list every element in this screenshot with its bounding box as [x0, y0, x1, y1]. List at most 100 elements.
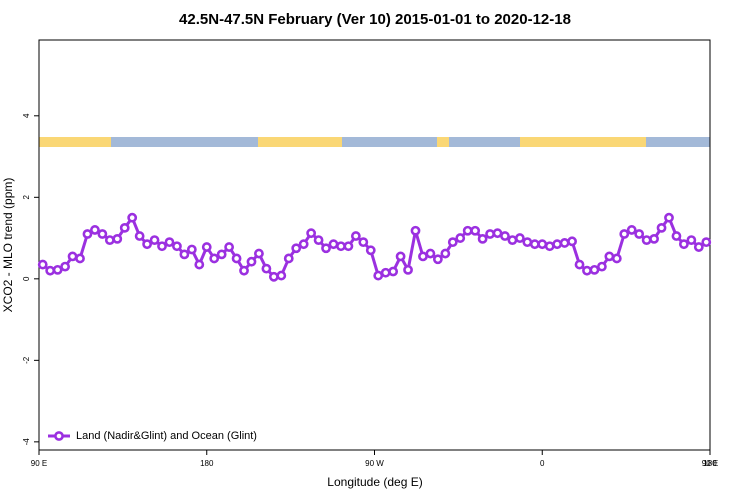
point	[209, 253, 220, 264]
point	[641, 235, 652, 246]
point	[60, 261, 70, 272]
point	[246, 256, 257, 267]
point	[37, 259, 48, 270]
point	[90, 225, 100, 235]
point	[410, 225, 421, 236]
x-tick-label: 90 W	[365, 459, 384, 468]
point	[231, 253, 242, 264]
point	[142, 239, 153, 250]
legend-label: Land (Nadir&Glint) and Ocean (Glint)	[76, 430, 257, 442]
point	[239, 265, 249, 276]
x-tick-label: 180	[703, 459, 717, 468]
land-band	[258, 137, 342, 147]
point	[477, 233, 488, 244]
plot-frame	[38, 39, 711, 451]
point	[656, 222, 667, 233]
legend-marker	[54, 431, 64, 441]
point	[343, 241, 354, 252]
point	[485, 229, 495, 239]
point	[447, 237, 458, 248]
point	[97, 229, 108, 239]
point	[418, 251, 428, 262]
point	[693, 242, 704, 252]
point	[201, 242, 212, 252]
point	[596, 261, 607, 272]
point	[388, 266, 399, 277]
y-axis-label: XCO2 - MLO trend (ppm)	[1, 178, 15, 313]
point	[358, 237, 369, 248]
x-tick-label: 0	[540, 459, 545, 468]
point	[611, 253, 622, 264]
y-tick-label: 4	[22, 113, 31, 118]
point	[82, 229, 93, 239]
y-tick-label: -4	[22, 438, 31, 446]
point	[574, 259, 585, 270]
point	[626, 225, 637, 235]
y-tick-label: 2	[22, 195, 31, 200]
point	[529, 239, 540, 250]
point	[619, 229, 630, 239]
point	[522, 237, 533, 248]
point	[559, 238, 570, 248]
x-tick-label: 90 E	[702, 459, 718, 468]
point	[104, 235, 115, 246]
point	[582, 265, 592, 276]
point	[664, 212, 674, 223]
land-band	[437, 137, 449, 147]
point	[172, 241, 182, 252]
point	[224, 242, 235, 252]
y-tick-label: 0	[22, 276, 31, 281]
point	[380, 267, 391, 278]
point	[254, 248, 264, 259]
point	[134, 231, 145, 241]
point	[350, 231, 361, 241]
point	[403, 264, 413, 275]
point	[336, 241, 346, 252]
point	[425, 248, 436, 259]
point	[67, 251, 78, 262]
point	[567, 236, 577, 247]
point	[291, 243, 302, 254]
point	[112, 233, 123, 244]
point	[194, 259, 205, 270]
point	[552, 239, 563, 250]
ocean-band	[39, 137, 710, 147]
land-band	[39, 137, 111, 147]
point	[321, 243, 331, 254]
point	[395, 251, 406, 262]
land-band	[520, 137, 646, 147]
point	[671, 231, 682, 241]
legend: Land (Nadir&Glint) and Ocean (Glint)	[48, 430, 257, 442]
point	[462, 225, 473, 236]
point	[500, 231, 510, 241]
point	[589, 264, 600, 275]
x-axis-label: Longitude (deg E)	[327, 475, 422, 489]
point	[537, 239, 548, 250]
point	[514, 233, 525, 243]
point	[216, 249, 227, 260]
point	[686, 235, 697, 246]
point	[186, 244, 197, 255]
point	[261, 263, 272, 274]
point	[127, 212, 138, 223]
point	[634, 229, 645, 239]
land-ocean-band	[39, 137, 710, 147]
point	[298, 239, 309, 250]
point	[649, 233, 659, 244]
point	[149, 235, 160, 246]
point	[119, 222, 130, 233]
point	[679, 239, 689, 250]
point	[470, 225, 481, 236]
point	[365, 245, 376, 256]
point	[45, 265, 56, 276]
point	[373, 270, 384, 281]
x-tick-label: 90 E	[31, 459, 47, 468]
chart-title: 42.5N-47.5N February (Ver 10) 2015-01-01…	[179, 11, 571, 28]
point	[313, 235, 324, 246]
point	[455, 233, 466, 243]
point	[544, 241, 555, 252]
point	[276, 270, 287, 281]
point	[164, 237, 175, 248]
point	[328, 239, 339, 250]
